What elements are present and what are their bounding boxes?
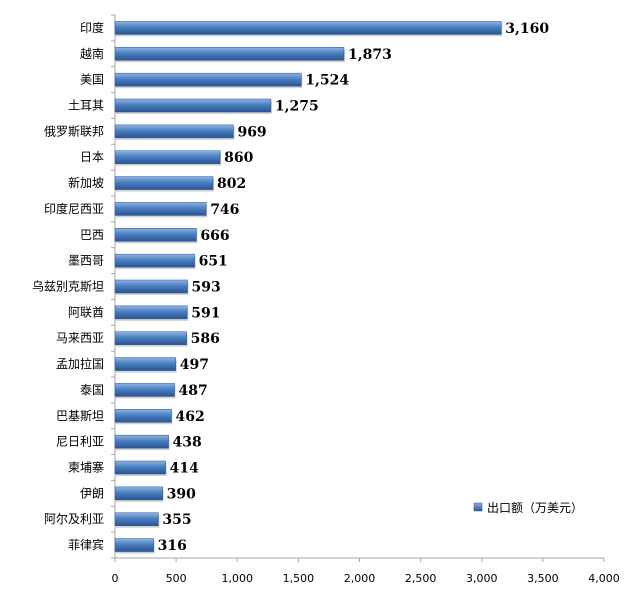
bar — [114, 150, 221, 164]
data-label: 390 — [167, 486, 196, 502]
data-label: 462 — [175, 409, 204, 425]
data-label: 497 — [180, 357, 209, 373]
bar — [114, 228, 197, 242]
data-label: 1,275 — [275, 99, 319, 115]
category-label: 新加坡 — [68, 175, 104, 190]
category-label: 印度 — [80, 20, 104, 35]
legend: 出口额（万美元） — [473, 501, 583, 515]
x-tick-label: 500 — [166, 572, 187, 585]
category-label: 乌兹别克斯坦 — [32, 279, 104, 294]
category-label: 尼日利亚 — [56, 435, 104, 449]
category-label: 美国 — [80, 73, 104, 87]
axes: 0 500 1,000 1,500 2,000 2,500 3,000 3,500 4,000 — [111, 14, 620, 585]
data-label: 438 — [173, 435, 202, 451]
category-label: 伊朗 — [80, 486, 104, 500]
category-label: 巴基斯坦 — [56, 409, 104, 423]
bar — [114, 98, 272, 113]
data-label: 3,160 — [505, 21, 549, 37]
category-label: 阿尔及利亚 — [44, 511, 104, 526]
data-label: 1,524 — [305, 73, 349, 89]
bar — [114, 460, 166, 475]
x-tick-label: 1,500 — [283, 572, 315, 585]
bar — [114, 21, 502, 35]
category-label: 泰国 — [80, 383, 104, 397]
data-label: 487 — [179, 383, 208, 399]
category-label: 土耳其 — [68, 99, 104, 113]
bar — [114, 305, 188, 320]
x-tick-label: 4,000 — [588, 572, 620, 585]
bar — [114, 331, 187, 345]
data-label: 651 — [199, 254, 228, 270]
bar — [114, 538, 154, 552]
category-label: 墨西哥 — [68, 254, 104, 268]
data-label: 414 — [170, 461, 199, 477]
category-label: 越南 — [80, 46, 104, 61]
x-tick-label: 3,000 — [466, 572, 498, 585]
bars — [114, 21, 503, 554]
category-label: 孟加拉国 — [56, 356, 104, 371]
data-label: 591 — [191, 305, 220, 321]
bar — [114, 72, 302, 87]
x-tick-label: 2,000 — [344, 572, 376, 585]
category-label: 印度尼西亚 — [44, 201, 104, 216]
data-label: 1,873 — [348, 47, 392, 63]
category-label: 巴西 — [80, 228, 104, 242]
category-label: 柬埔寨 — [68, 460, 104, 475]
data-label: 666 — [200, 228, 229, 244]
data-label: 593 — [191, 280, 220, 296]
bar — [114, 512, 159, 526]
bar — [114, 124, 234, 139]
bar — [114, 434, 169, 449]
data-label: 969 — [237, 124, 266, 140]
data-label: 860 — [224, 150, 253, 166]
bar — [114, 409, 172, 423]
category-label: 阿联酋 — [68, 304, 104, 319]
category-label: 马来西亚 — [56, 331, 104, 345]
bar — [114, 202, 207, 216]
labels: 3,160 印度 1,873 越南 1,524 美国 1,275 土耳其 969 俄罗斯联邦 860… — [32, 20, 549, 554]
legend-swatch — [473, 502, 483, 512]
bar — [114, 279, 188, 294]
data-label: 802 — [217, 176, 246, 192]
data-label: 316 — [158, 538, 187, 554]
data-label: 746 — [210, 202, 239, 218]
x-tick-label: 3,500 — [527, 572, 559, 585]
bar — [114, 47, 345, 61]
legend-label: 出口额（万美元） — [487, 501, 583, 515]
data-label: 355 — [162, 512, 191, 528]
bar — [114, 357, 177, 371]
data-label: 586 — [191, 331, 220, 347]
bar — [114, 383, 175, 397]
bar — [114, 253, 195, 268]
bar — [114, 176, 214, 190]
category-label: 日本 — [80, 150, 104, 164]
bar — [114, 486, 163, 501]
category-label: 俄罗斯联邦 — [44, 124, 104, 138]
x-tick-label: 1,000 — [222, 572, 254, 585]
category-label: 菲律宾 — [68, 537, 104, 552]
x-tick-label: 2,500 — [405, 572, 437, 585]
x-tick-label: 0 — [112, 572, 119, 585]
